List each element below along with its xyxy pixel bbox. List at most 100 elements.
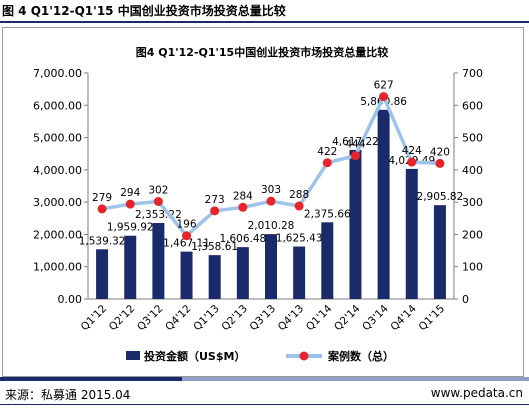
count-value-label: 444 (345, 139, 365, 151)
left-tick-label: 3,000.00 (33, 196, 82, 209)
bar (152, 223, 165, 299)
bar-value-label: 1,358.61 (191, 241, 238, 253)
count-value-label: 627 (374, 80, 394, 92)
x-tick-label: Q2'12 (107, 303, 138, 334)
top-rule (0, 21, 529, 23)
website-url[interactable]: www.pedata.cn (430, 386, 523, 400)
source-note: 来源：私募通 2015.04 (5, 388, 131, 402)
x-tick-label: Q1'15 (416, 303, 447, 334)
count-point (379, 92, 389, 102)
bar (236, 247, 249, 299)
count-value-label: 284 (233, 190, 253, 202)
bar (293, 246, 306, 299)
bar-value-label: 2,375.66 (304, 208, 351, 220)
bar-value-label: 4,617.22 (332, 136, 379, 148)
legend-bar-swatch (126, 351, 140, 360)
bar (208, 255, 221, 299)
bar-value-label: 1,606.48 (219, 233, 266, 245)
footer-rule (0, 404, 529, 405)
right-axis-ticks: 0 100 200 300 400 500 600 700 (454, 67, 483, 306)
count-point (238, 202, 248, 212)
left-tick-label: 0.00 (58, 293, 83, 306)
count-point (153, 196, 163, 206)
right-tick-label: 200 (462, 228, 483, 241)
right-tick-label: 600 (462, 99, 483, 112)
right-tick-label: 400 (462, 164, 483, 177)
count-value-label: 288 (289, 189, 309, 201)
line-series (97, 92, 445, 241)
count-point (322, 158, 332, 168)
right-tick-label: 700 (462, 67, 483, 80)
x-tick-label: Q3'12 (135, 303, 166, 334)
left-tick-label: 2,000.00 (33, 228, 82, 241)
bar (124, 235, 137, 299)
bar-value-label: 5,860.86 (360, 96, 407, 108)
bar (377, 109, 390, 299)
left-axis-ticks: 0.00 1,000.00 2,000.00 3,000.00 4,000.00 5,00… (33, 67, 88, 306)
count-value-label: 279 (92, 192, 112, 204)
left-tick-label: 4,000.00 (33, 164, 82, 177)
chart-title: 图4 Q1'12-Q1'15中国创业投资市场投资总量比较 (136, 45, 388, 59)
bar (265, 234, 277, 299)
footer-rule-light (182, 377, 529, 381)
bar (321, 222, 334, 299)
count-point (182, 231, 192, 241)
x-tick-label: Q2'14 (332, 302, 363, 333)
x-tick-label: Q3'14 (360, 302, 391, 333)
bar (405, 168, 418, 299)
legend-line-marker (299, 351, 309, 361)
bar-value-label: 2,905.82 (417, 191, 464, 203)
x-tick-label: Q2'13 (219, 303, 250, 334)
legend-bar-label: 投资金额（US$M） (144, 349, 245, 363)
count-value-label: 420 (430, 146, 450, 158)
bar (180, 251, 193, 299)
count-value-label: 273 (205, 194, 225, 206)
figure-caption: 图 4 Q1'12-Q1'15 中国创业投资市场投资总量比较 (2, 4, 286, 18)
bar-value-label: 1,467.11 (163, 238, 210, 250)
left-tick-label: 6,000.00 (33, 99, 82, 112)
x-tick-label: Q1'14 (304, 302, 335, 333)
x-tick-label: Q1'12 (79, 303, 110, 334)
count-value-label: 424 (402, 145, 422, 157)
bar (96, 249, 109, 299)
x-tick-label: Q1'13 (191, 303, 222, 334)
count-point (350, 151, 360, 161)
bar-value-label: 1,539.32 (79, 235, 126, 247)
bar (433, 205, 446, 299)
count-value-label: 302 (148, 184, 168, 196)
count-point (266, 196, 276, 206)
count-point (210, 206, 220, 216)
right-tick-label: 0 (462, 293, 469, 306)
count-value-labels: 279 294 302 196 273 284 303 288 422 444 627 424 420 (92, 80, 450, 231)
x-tick-label: Q4'12 (163, 303, 194, 334)
bar-value-label: 1,959.92 (107, 222, 154, 234)
x-tick-label: Q4'14 (388, 302, 419, 333)
x-tick-label: Q3'13 (248, 303, 279, 334)
bar-value-label: 2,010.28 (248, 220, 295, 232)
left-tick-label: 1,000.00 (33, 261, 82, 274)
right-tick-label: 300 (462, 196, 483, 209)
bar-value-labels: 1,539.321,959.922,353.221,467.111,358.61… (79, 96, 464, 253)
left-tick-label: 5,000.00 (33, 132, 82, 145)
left-tick-label: 7,000.00 (33, 67, 82, 80)
count-point (294, 201, 304, 211)
x-tick-label: Q4'13 (276, 303, 307, 334)
count-point (125, 199, 135, 209)
count-value-label: 196 (177, 219, 197, 231)
bar (349, 149, 362, 299)
legend-line-label: 案例数（总） (327, 349, 394, 363)
count-point (407, 157, 417, 167)
count-value-label: 303 (261, 184, 281, 196)
legend: 投资金额（US$M） 案例数（总） (126, 349, 394, 363)
bar-value-label: 1,625.43 (276, 233, 323, 245)
count-value-label: 422 (317, 146, 337, 158)
right-tick-label: 100 (462, 261, 483, 274)
count-value-label: 294 (120, 187, 140, 199)
count-point (435, 158, 445, 168)
x-axis-labels: Q1'12Q2'12Q3'12Q4'12Q1'13Q2'13Q3'13Q4'13… (79, 302, 447, 333)
footer-rule-dark (0, 377, 182, 381)
count-point (97, 204, 107, 214)
bar-series (96, 109, 446, 299)
right-tick-label: 500 (462, 132, 483, 145)
